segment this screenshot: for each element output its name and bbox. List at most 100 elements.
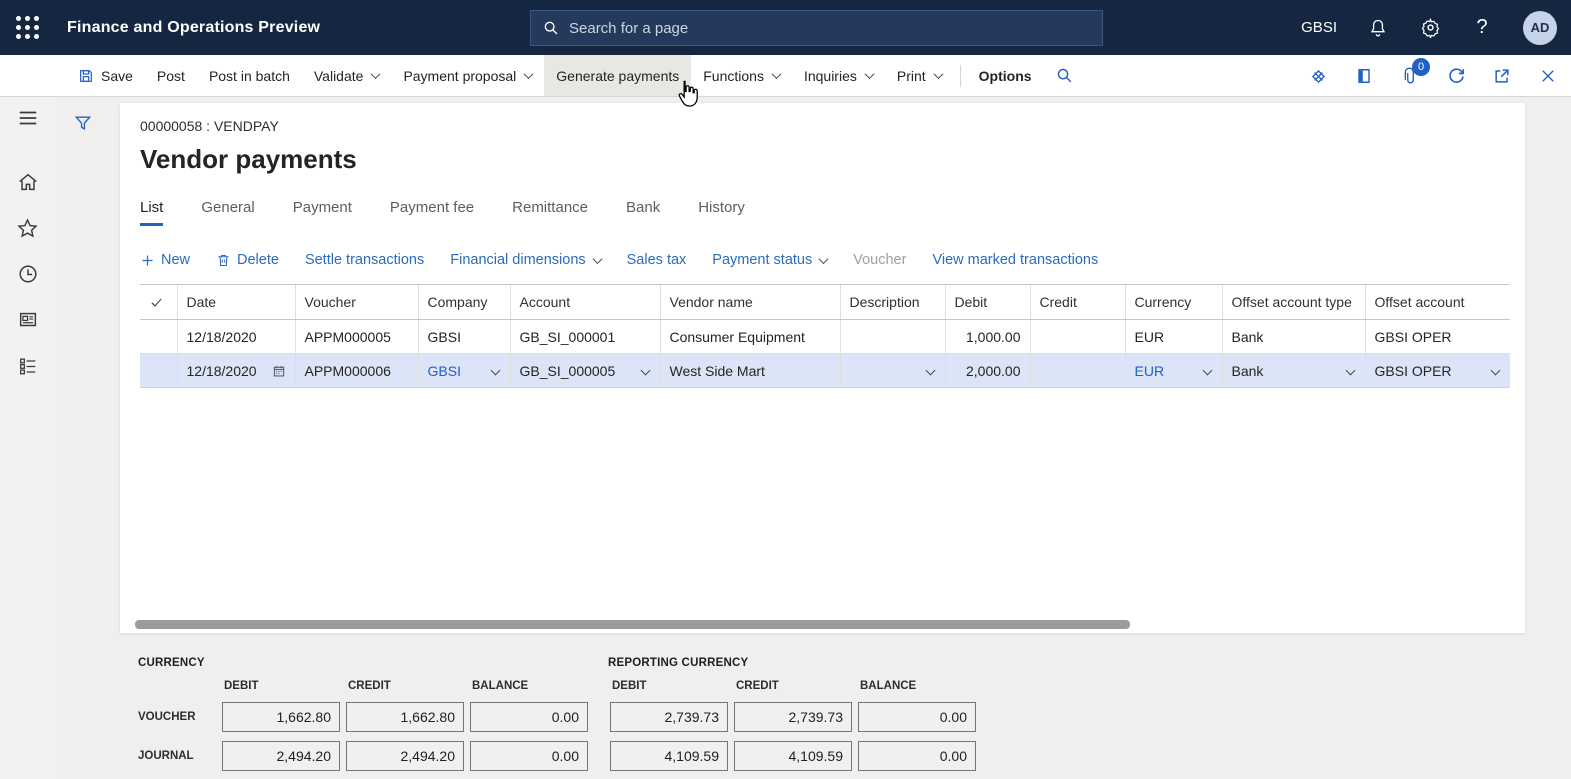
tab-list[interactable]: List — [140, 199, 164, 226]
currency-cell[interactable]: EUR — [1124, 319, 1222, 354]
col-header-credit[interactable]: Credit — [1029, 284, 1125, 320]
calendar-icon[interactable] — [272, 364, 286, 378]
delete-button[interactable]: Delete — [216, 252, 279, 268]
settings-button[interactable] — [1419, 17, 1441, 39]
company-cell[interactable]: GBSI — [417, 353, 510, 388]
horizontal-scrollbar[interactable] — [135, 620, 1130, 629]
new-button[interactable]: New — [140, 252, 190, 268]
inquiries-menu-button[interactable]: Inquiries — [792, 55, 885, 96]
payment-proposal-menu-button[interactable]: Payment proposal — [391, 55, 544, 96]
vendor-name-cell[interactable]: West Side Mart — [659, 353, 840, 388]
generate-payments-button[interactable]: Generate payments — [544, 55, 692, 96]
sidebar-item-home[interactable] — [0, 159, 55, 205]
office-apps-button[interactable] — [1353, 65, 1375, 87]
tab-general[interactable]: General — [201, 199, 255, 216]
chevron-down-icon — [370, 69, 381, 80]
save-button[interactable]: Save — [66, 55, 145, 96]
vendor-name-cell[interactable]: Consumer Equipment — [659, 319, 840, 354]
currency-cell[interactable]: EUR — [1124, 353, 1222, 388]
sales-tax-button[interactable]: Sales tax — [627, 252, 687, 268]
task-recorder-button[interactable] — [1307, 65, 1329, 87]
col-header-account[interactable]: Account — [509, 284, 660, 320]
company-picker[interactable]: GBSI — [1301, 19, 1337, 36]
offset-account-type-cell[interactable]: Bank — [1221, 353, 1365, 388]
functions-menu-button[interactable]: Functions — [691, 55, 792, 96]
voucher-cell[interactable]: APPM000006 — [294, 353, 418, 388]
post-button[interactable]: Post — [145, 55, 197, 96]
avatar[interactable]: AD — [1523, 10, 1557, 45]
filter-pane-button[interactable] — [68, 108, 98, 138]
financial-dimensions-menu-button[interactable]: Financial dimensions — [450, 252, 603, 268]
offset-account-cell[interactable]: GBSI OPER — [1364, 319, 1510, 354]
action-search-button[interactable] — [1044, 55, 1085, 96]
refresh-button[interactable] — [1445, 65, 1467, 87]
account-cell[interactable]: GB_SI_000005 — [509, 353, 660, 388]
currency-link[interactable]: EUR — [1134, 362, 1165, 379]
home-icon — [18, 173, 37, 191]
debit-cell[interactable]: 2,000.00 — [944, 353, 1030, 388]
post-in-batch-button[interactable]: Post in batch — [197, 55, 302, 96]
options-label: Options — [978, 67, 1032, 84]
col-header-company[interactable]: Company — [417, 284, 510, 320]
page-search-input[interactable]: Search for a page — [530, 10, 1103, 46]
col-header-debit[interactable]: Debit — [944, 284, 1030, 320]
col-header-vendor-name[interactable]: Vendor name — [659, 284, 840, 320]
sidebar-item-modules[interactable] — [0, 343, 55, 389]
company-link[interactable]: GBSI — [427, 362, 461, 379]
tab-remittance[interactable]: Remittance — [512, 199, 589, 216]
tab-payment[interactable]: Payment — [292, 199, 352, 216]
expand-navigation-button[interactable] — [0, 97, 55, 139]
row-checkbox[interactable] — [140, 319, 177, 354]
tab-bank[interactable]: Bank — [626, 199, 661, 216]
col-header-currency[interactable]: Currency — [1124, 284, 1222, 320]
col-header-voucher[interactable]: Voucher — [294, 284, 418, 320]
attachments-button[interactable]: 0 — [1399, 58, 1430, 87]
validate-menu-button[interactable]: Validate — [302, 55, 392, 96]
print-menu-button[interactable]: Print — [885, 55, 954, 96]
open-in-new-window-button[interactable] — [1491, 65, 1513, 87]
app-launcher-button[interactable] — [0, 0, 55, 55]
voucher-cell[interactable]: APPM000005 — [294, 319, 418, 354]
date-cell[interactable]: 12/18/2020 — [176, 319, 295, 354]
credit-cell[interactable] — [1029, 353, 1125, 388]
chevron-down-icon — [592, 253, 603, 264]
tab-payment-fee[interactable]: Payment fee — [389, 199, 475, 216]
settle-transactions-button[interactable]: Settle transactions — [305, 252, 424, 268]
lookup-chevron-icon[interactable] — [490, 365, 500, 376]
col-header-offset-account[interactable]: Offset account — [1364, 284, 1510, 320]
select-all-checkbox[interactable] — [140, 284, 177, 320]
credit-cell[interactable] — [1029, 319, 1125, 354]
tab-history[interactable]: History — [698, 199, 745, 216]
app-title[interactable]: Finance and Operations Preview — [67, 18, 321, 36]
lookup-chevron-icon[interactable] — [925, 365, 935, 376]
sidebar-item-recent[interactable] — [0, 251, 55, 297]
debit-cell[interactable]: 1,000.00 — [944, 319, 1030, 354]
description-cell[interactable] — [839, 319, 945, 354]
payment-status-menu-button[interactable]: Payment status — [712, 252, 829, 268]
sidebar-item-workspaces[interactable] — [0, 297, 55, 343]
lookup-chevron-icon[interactable] — [1345, 365, 1355, 376]
row-checkbox[interactable] — [140, 353, 177, 388]
date-cell[interactable]: 12/18/2020 — [176, 353, 295, 388]
close-button[interactable] — [1537, 65, 1559, 87]
options-menu-button[interactable]: Options — [967, 55, 1044, 96]
account-cell[interactable]: GB_SI_000001 — [509, 319, 660, 354]
table-row[interactable]: 12/18/2020 APPM000005 GBSI GB_SI_000001 … — [140, 319, 1510, 354]
description-cell[interactable] — [839, 353, 945, 388]
table-row-selected[interactable]: 12/18/2020 APPM000006 GBSI GB_SI_000005 … — [140, 353, 1510, 388]
offset-account-cell[interactable]: GBSI OPER — [1364, 353, 1510, 388]
help-button[interactable]: ? — [1471, 16, 1493, 39]
view-marked-transactions-label: View marked transactions — [932, 252, 1099, 268]
col-header-description[interactable]: Description — [839, 284, 945, 320]
sidebar-item-favorites[interactable] — [0, 205, 55, 251]
notifications-button[interactable] — [1367, 17, 1389, 39]
office-icon — [1358, 69, 1370, 83]
lookup-chevron-icon[interactable] — [1490, 365, 1501, 376]
offset-account-type-cell[interactable]: Bank — [1221, 319, 1365, 354]
col-header-date[interactable]: Date — [176, 284, 295, 320]
view-marked-transactions-button[interactable]: View marked transactions — [932, 252, 1098, 268]
col-header-offset-account-type[interactable]: Offset account type — [1221, 284, 1365, 320]
lookup-chevron-icon[interactable] — [1202, 365, 1212, 376]
company-cell[interactable]: GBSI — [417, 319, 510, 354]
lookup-chevron-icon[interactable] — [640, 365, 650, 376]
